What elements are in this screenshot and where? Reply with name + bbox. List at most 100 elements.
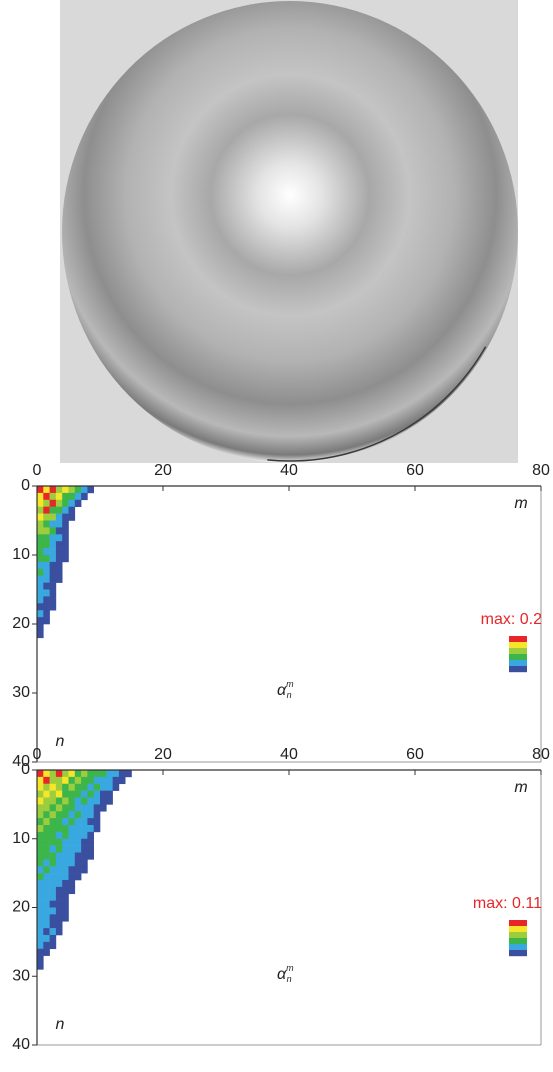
heatmap-cell (50, 866, 57, 873)
heatmap-cell (81, 791, 88, 798)
heatmap-cell (43, 928, 50, 935)
heatmap-cell (62, 798, 69, 805)
heatmap-cell (75, 873, 82, 880)
heatmap-cell (62, 500, 69, 507)
heatmap-cell (56, 914, 63, 921)
heatmap-cell (43, 521, 50, 528)
heatmap-cell (75, 825, 82, 832)
heatmap-cell (75, 839, 82, 846)
heatmap-cell (69, 791, 76, 798)
heatmap-cell (43, 791, 50, 798)
heatmap-cell (50, 825, 57, 832)
heatmap-cell (50, 548, 57, 555)
x-tick-label: 20 (154, 746, 172, 763)
heatmap-cell (50, 521, 57, 528)
heatmap-cell (56, 777, 63, 784)
heatmap-cell (119, 777, 126, 784)
heatmap-cell (56, 534, 63, 541)
heatmap-cell (37, 493, 44, 500)
heatmap-cell (56, 562, 63, 569)
heatmap-cell (56, 798, 63, 805)
legend-swatch (509, 944, 527, 950)
heatmap-cell (50, 901, 57, 908)
heatmap-cell (37, 949, 44, 956)
heatmap-cell (75, 846, 82, 853)
x-axis-label: m (514, 779, 527, 796)
heatmap-cell (75, 832, 82, 839)
heatmap-cell (37, 880, 44, 887)
heatmap-cell (56, 770, 63, 777)
y-tick-label: 40 (12, 1036, 30, 1053)
y-tick-label: 0 (21, 761, 30, 778)
heatmap-cell (94, 804, 101, 811)
heatmap-cell (50, 596, 57, 603)
heatmap-cell (56, 839, 63, 846)
heatmap-cell (37, 555, 44, 562)
x-tick-label: 20 (154, 462, 172, 479)
heatmap-cell (69, 500, 76, 507)
x-tick-label: 60 (406, 462, 424, 479)
heatmap-cell (37, 548, 44, 555)
heatmap-cell (37, 818, 44, 825)
heatmap-cell (43, 541, 50, 548)
heatmap-cell (100, 791, 107, 798)
heatmap-cell (81, 493, 88, 500)
heatmap-cell (69, 514, 76, 521)
heatmap-cell (69, 770, 76, 777)
heatmap-cell (37, 894, 44, 901)
heatmap-cell (37, 956, 44, 963)
heatmap-cell (37, 562, 44, 569)
heatmap-cell (50, 887, 57, 894)
heatmap-cell (106, 784, 113, 791)
heatmap-cell (37, 825, 44, 832)
heatmap-cell (50, 514, 57, 521)
heatmap-cell (62, 784, 69, 791)
symbol-sub: n (287, 974, 292, 984)
heatmap-cell (37, 514, 44, 521)
heatmap-cell (56, 853, 63, 860)
heatmap-cell (75, 859, 82, 866)
heatmap-cell (50, 603, 57, 610)
heatmap-cell (56, 825, 63, 832)
heatmap-cell (81, 777, 88, 784)
heatmap-cell (43, 887, 50, 894)
heatmap-cell (43, 590, 50, 597)
heatmap-cell (43, 880, 50, 887)
x-tick-label: 0 (33, 462, 42, 479)
heatmap-cell (37, 963, 44, 970)
x-tick-label: 0 (33, 746, 42, 763)
heatmap-cell (94, 784, 101, 791)
heatmap-cell (81, 798, 88, 805)
heatmap-cell (56, 804, 63, 811)
heatmap-cell (43, 935, 50, 942)
heatmap-cell (81, 839, 88, 846)
heatmap-cell (50, 486, 57, 493)
heatmap-cell (37, 507, 44, 514)
heatmap-cell (43, 901, 50, 908)
heatmap-cell (69, 818, 76, 825)
legend-swatch (509, 666, 527, 672)
heatmap-cell (50, 500, 57, 507)
heatmap-cell (62, 908, 69, 915)
heatmap-cell (100, 770, 107, 777)
heatmap-cell (87, 798, 94, 805)
heatmap-cell (50, 493, 57, 500)
heatmap-cell (50, 853, 57, 860)
legend-swatch (509, 920, 527, 926)
heatmap-cell (50, 811, 57, 818)
heatmap-cell (37, 798, 44, 805)
heatmap-cell (43, 493, 50, 500)
heatmap-cell (75, 791, 82, 798)
heatmap-cell (37, 569, 44, 576)
heatmap-cell (37, 576, 44, 583)
heatmap-cell (69, 493, 76, 500)
heatmap-cell (50, 555, 57, 562)
heatmap-cell (69, 811, 76, 818)
y-axis-label: n (56, 733, 65, 750)
heatmap-cell (56, 527, 63, 534)
heatmap-cell (81, 853, 88, 860)
heatmap-cell (113, 770, 120, 777)
legend-swatch (509, 926, 527, 932)
heatmap-cell (69, 784, 76, 791)
heatmap-cell (37, 791, 44, 798)
